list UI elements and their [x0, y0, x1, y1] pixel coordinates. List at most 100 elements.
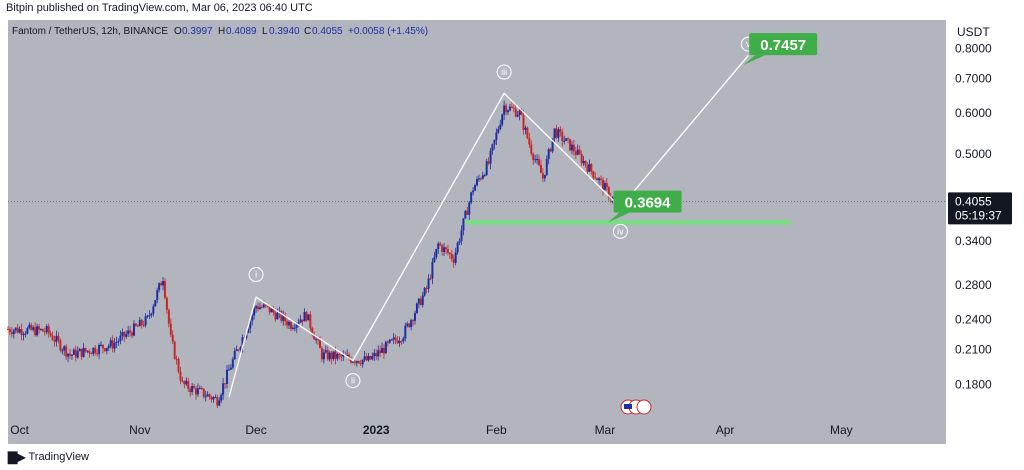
candle [70, 354, 73, 361]
candle-body [231, 359, 234, 368]
candle [134, 322, 137, 327]
time-tick-label: Mar [595, 423, 616, 437]
ohlc-high-label: H [218, 26, 225, 37]
candle [373, 348, 376, 362]
candle [210, 395, 213, 403]
candle-body [196, 388, 199, 395]
candle [305, 310, 308, 323]
wave-label-i: i [248, 267, 264, 283]
candle-body [429, 278, 432, 280]
tradingview-logo-icon: ▇▶ [8, 450, 25, 464]
target-label-pointer [743, 55, 766, 66]
candle [156, 287, 159, 304]
candle [301, 319, 304, 326]
candle-body [353, 361, 356, 363]
candle [289, 319, 292, 332]
candle-body [464, 210, 467, 219]
candle [154, 299, 157, 307]
candle [394, 334, 397, 345]
candle [507, 109, 510, 115]
candle-body [476, 178, 478, 186]
candle-body [309, 314, 312, 329]
candle-body [594, 177, 597, 179]
price-axis-title: USDT [957, 25, 990, 39]
candle [485, 158, 488, 176]
candle [113, 337, 116, 353]
candle [516, 111, 519, 118]
candle-body [88, 350, 91, 354]
candle [28, 322, 31, 330]
candle-body [382, 347, 385, 354]
candle [179, 366, 182, 385]
candle [61, 348, 64, 355]
wave-label-text: iii [501, 67, 507, 77]
candle-body [49, 333, 52, 336]
candle [586, 162, 589, 177]
candle [487, 157, 490, 166]
candle-body [74, 349, 77, 358]
candle-body [520, 110, 523, 115]
candle [330, 350, 333, 365]
price-chart[interactable]: Fantom / TetherUS, 12h, BINANCE O 0.3997… [0, 20, 1024, 444]
candle-body [384, 341, 387, 354]
candle-body [103, 348, 106, 351]
candle-body [119, 335, 122, 342]
candle-body [313, 334, 316, 340]
candle-body [392, 337, 395, 340]
candle-body [76, 351, 79, 358]
candle [468, 200, 471, 221]
candle [100, 341, 103, 347]
candle [532, 152, 535, 165]
wave-label-circle [345, 373, 361, 389]
candle [59, 338, 62, 353]
candle [187, 377, 190, 392]
candle-body [18, 329, 21, 333]
candle [598, 176, 601, 185]
candle-body [373, 352, 376, 357]
candle [425, 285, 428, 294]
candle [94, 345, 97, 356]
candle [605, 177, 608, 192]
candle-body [359, 363, 362, 365]
candle [115, 336, 118, 348]
candle [74, 345, 77, 362]
candle-body [462, 218, 465, 231]
candle-body [317, 339, 320, 341]
candle-body [350, 358, 353, 363]
candle-body [162, 281, 165, 286]
candle-body [605, 183, 608, 188]
candle-body [441, 245, 444, 252]
candle [444, 246, 447, 255]
candle [109, 337, 112, 349]
candle-body [82, 347, 85, 357]
candle [260, 304, 263, 309]
candle [371, 352, 374, 361]
candle-body [111, 340, 114, 349]
candle [12, 328, 15, 339]
candle-body [377, 350, 380, 357]
wave-label-circle [496, 64, 512, 80]
candle [198, 385, 201, 390]
event-flags-icon[interactable] [620, 399, 652, 415]
candle-body [375, 352, 378, 357]
candle-body [28, 324, 31, 329]
candle-body [34, 327, 37, 336]
candle-body [489, 150, 492, 164]
candle-body [307, 314, 310, 321]
candle [336, 352, 339, 361]
candle [204, 390, 207, 402]
candle-body [507, 110, 510, 113]
wave-label-text: i [255, 270, 257, 280]
candle [90, 352, 93, 355]
candle [194, 386, 197, 400]
candle [382, 344, 385, 359]
candle-body [206, 394, 209, 397]
target-label-text: 0.7457 [760, 37, 806, 54]
candle-body [570, 144, 573, 151]
candle [350, 356, 353, 364]
wave-label-text: ii [351, 376, 355, 386]
wave-label-text: iv [617, 226, 624, 236]
candle-body [526, 127, 529, 138]
candle [328, 350, 331, 362]
candle [202, 388, 205, 399]
